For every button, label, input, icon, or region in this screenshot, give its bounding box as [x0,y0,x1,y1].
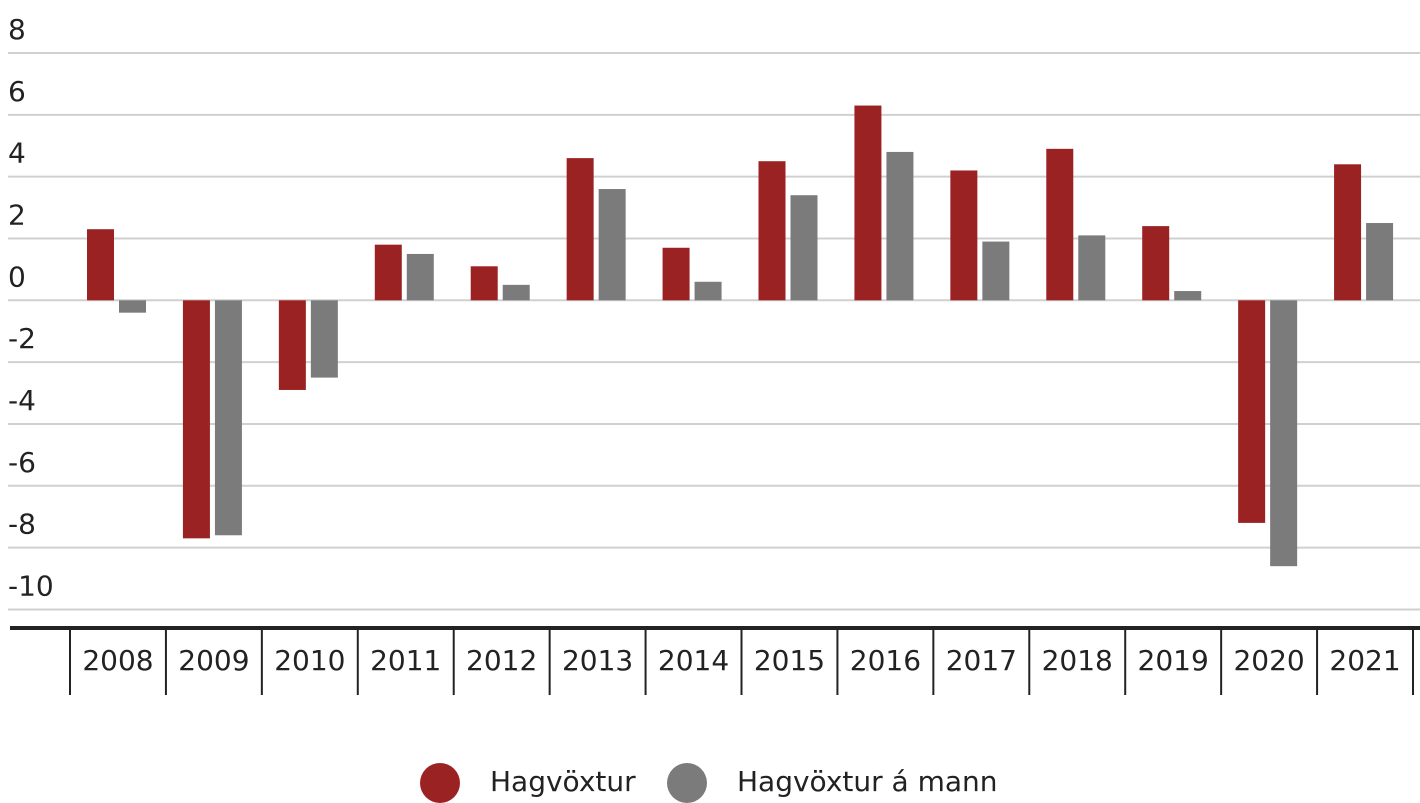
bar [406,253,434,301]
y-tick-label: -6 [8,446,36,479]
bar [310,300,338,378]
y-tick-label: -4 [8,384,36,417]
x-tick-label: 2020 [1233,644,1304,677]
y-tick-label: 2 [8,198,26,231]
bar [182,300,210,539]
x-tick-label: 2021 [1329,644,1400,677]
bar [662,247,690,301]
x-tick-label: 2011 [370,644,441,677]
bar [374,244,402,301]
bar [1238,300,1266,523]
bar [1334,164,1362,301]
x-tick-label: 2016 [850,644,921,677]
x-tick-label: 2014 [658,644,729,677]
bar [1046,148,1074,301]
y-tick-label: 8 [8,13,26,46]
y-tick-label: 0 [8,260,26,293]
legend-label: Hagvöxtur á mann [737,765,998,798]
bar [470,266,498,301]
bar [982,241,1010,301]
x-tick-label: 2015 [754,644,825,677]
x-tick-label: 2009 [178,644,249,677]
y-tick-label: -10 [8,569,54,602]
x-tick-label: 2013 [562,644,633,677]
x-tick-label: 2010 [274,644,345,677]
y-tick-label: -2 [8,322,36,355]
bar [790,195,818,301]
bar [214,300,242,536]
bar [758,161,786,301]
x-tick-label: 2012 [466,644,537,677]
bar [694,281,722,301]
bar [278,300,306,390]
y-tick-label: 6 [8,75,26,108]
y-tick-label: -8 [8,508,36,541]
legend-marker [667,763,707,803]
bar [1270,300,1298,567]
x-tick-label: 2017 [946,644,1017,677]
bar [566,158,594,301]
bar [886,151,914,301]
legend-label: Hagvöxtur [490,765,636,798]
bar [119,300,146,313]
y-tick-label: 4 [8,137,26,170]
x-tick-label: 2019 [1138,644,1209,677]
legend-marker [420,763,460,803]
bar [502,284,530,301]
bar [854,105,882,301]
bar [87,229,114,301]
x-tick-label: 2008 [82,644,153,677]
bar [598,189,626,301]
bar [1078,235,1106,301]
bar [1174,291,1202,301]
bar [1142,226,1170,301]
bar [950,170,978,301]
x-tick-label: 2018 [1042,644,1113,677]
bar [1366,223,1394,301]
